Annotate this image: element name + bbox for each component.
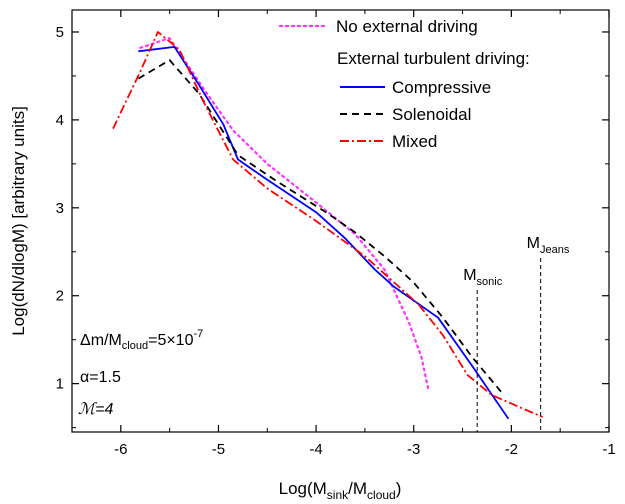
- y-tick-label: 3: [56, 200, 64, 217]
- x-tick-label: -3: [407, 441, 420, 458]
- legend-label-no-external: No external driving: [336, 17, 478, 36]
- y-tick-label: 1: [56, 376, 64, 393]
- x-tick-label: -6: [114, 441, 127, 458]
- series-line-mixed: [112, 31, 543, 418]
- x-axis-ticks: -6 -5 -4 -3 -2 -1: [114, 10, 616, 458]
- legend-label-mixed: Mixed: [392, 132, 437, 151]
- legend: No external driving External turbulent d…: [278, 17, 530, 151]
- vline-label-jeans: MJeans: [527, 235, 570, 256]
- y-axis-label: Log(dN/dlogM) [arbitrary units]: [9, 106, 28, 336]
- y-tick-label: 5: [56, 24, 64, 41]
- series-line-solenoidal: [137, 59, 503, 393]
- legend-label-compressive: Compressive: [392, 78, 491, 97]
- series-line-compressive: [138, 46, 510, 420]
- x-axis-label: Log(Msink/Mcloud): [279, 479, 402, 502]
- reference-lines: Msonic MJeans: [463, 235, 570, 432]
- x-tick-label: -1: [602, 441, 615, 458]
- x-tick-label: -4: [309, 441, 322, 458]
- legend-header: External turbulent driving:: [337, 49, 530, 68]
- annotation-alpha: α=1.5: [80, 369, 121, 386]
- plot-frame: [71, 9, 610, 433]
- annotation-mass-ratio: Δm/Mcloud=5×10-7: [80, 328, 203, 352]
- series-line-no-external-driving: [139, 36, 430, 391]
- legend-label-solenoidal: Solenoidal: [392, 105, 471, 124]
- vline-label-sonic: Msonic: [463, 267, 503, 288]
- y-tick-label: 4: [56, 112, 64, 129]
- y-axis-ticks: 1 2 3 4 5: [56, 24, 609, 429]
- x-tick-label: -5: [212, 441, 225, 458]
- y-tick-label: 2: [56, 288, 64, 305]
- x-tick-label: -2: [505, 441, 518, 458]
- annotation-mach: ℳ=4: [78, 401, 113, 418]
- series-group: [112, 31, 543, 420]
